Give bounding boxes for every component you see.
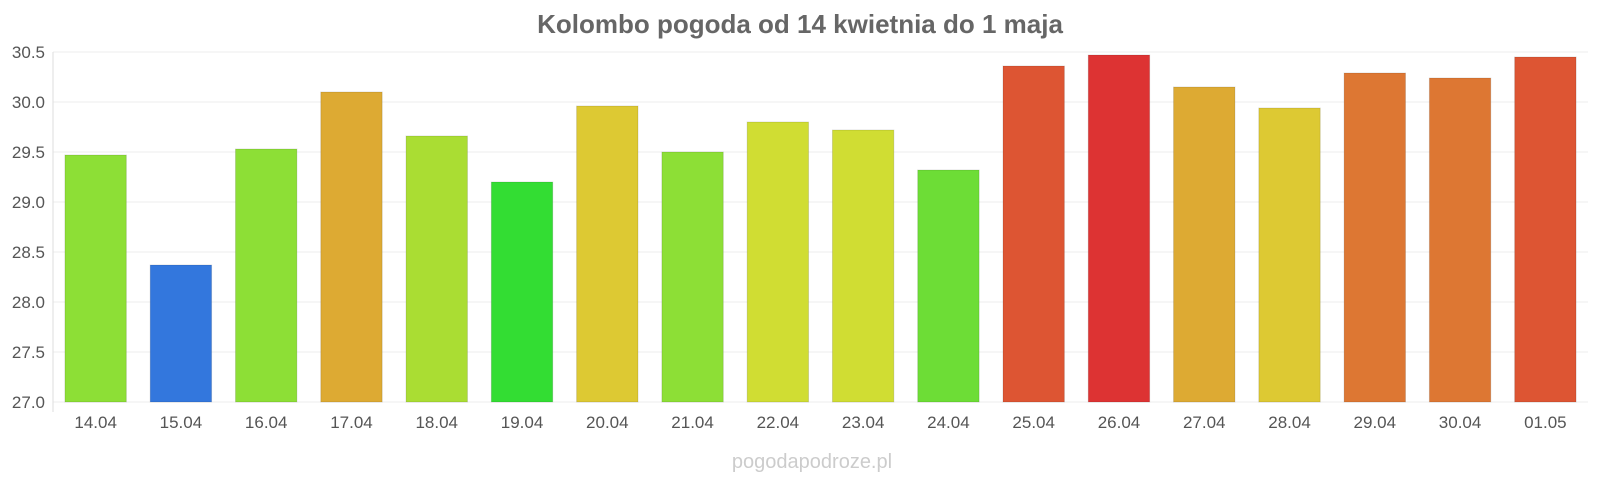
bar-24.04[interactable]: [917, 169, 980, 403]
bar-27.04[interactable]: [1173, 86, 1236, 403]
chart-title: Kolombo pogoda od 14 kwietnia do 1 maja: [537, 9, 1063, 39]
bar-18.04[interactable]: [405, 135, 468, 403]
x-tick-label: 21.04: [671, 413, 714, 432]
y-tick-label: 28.5: [12, 243, 45, 262]
y-axis-ticks: 27.0 27.5 28.0 28.5 29.0 29.5 30.0 30.5: [12, 43, 45, 412]
grid-lines: [53, 51, 1588, 403]
x-tick-label: 17.04: [330, 413, 373, 432]
x-tick-label: 28.04: [1268, 413, 1311, 432]
bar-15.04[interactable]: [149, 264, 213, 403]
x-tick-label: 16.04: [245, 413, 288, 432]
y-tick-label: 29.0: [12, 193, 45, 212]
bar-14.04[interactable]: [64, 154, 127, 403]
x-tick-label: 29.04: [1354, 413, 1397, 432]
x-tick-label: 20.04: [586, 413, 629, 432]
y-tick-label: 30.0: [12, 93, 45, 112]
bar-17.04[interactable]: [320, 91, 383, 403]
bar-16.04[interactable]: [234, 148, 298, 403]
x-tick-label: 26.04: [1098, 413, 1141, 432]
bar-25.04[interactable]: [1002, 65, 1065, 403]
x-tick-label: 30.04: [1439, 413, 1482, 432]
bar-19.04[interactable]: [490, 181, 554, 403]
watermark[interactable]: pogodapodroze.pl: [732, 451, 892, 473]
x-tick-label: 23.04: [842, 413, 885, 432]
y-tick-label: 27.5: [12, 343, 45, 362]
x-tick-label: 24.04: [927, 413, 970, 432]
x-tick-label: 19.04: [501, 413, 544, 432]
bar-26.04[interactable]: [1087, 54, 1151, 403]
bars: [64, 54, 1577, 403]
bar-29.04[interactable]: [1343, 72, 1407, 403]
x-tick-label: 14.04: [74, 413, 117, 432]
x-tick-label: 01.05: [1524, 413, 1567, 432]
bar-22.04[interactable]: [746, 121, 810, 403]
x-tick-label: 15.04: [160, 413, 203, 432]
x-tick-label: 18.04: [415, 413, 458, 432]
y-tick-label: 29.5: [12, 143, 45, 162]
y-tick-label: 30.5: [12, 43, 45, 62]
bar-21.04[interactable]: [661, 151, 724, 403]
x-tick-label: 25.04: [1012, 413, 1055, 432]
y-tick-label: 28.0: [12, 293, 45, 312]
x-tick-label: 27.04: [1183, 413, 1226, 432]
x-tick-label: 22.04: [757, 413, 800, 432]
x-axis-ticks: 14.04 15.04 16.04 17.04 18.04 19.04 20.04 21.04…: [74, 413, 1566, 432]
y-tick-label: 27.0: [12, 393, 45, 412]
bar-30.04[interactable]: [1428, 77, 1492, 403]
bar-01.05[interactable]: [1514, 56, 1577, 403]
bar-23.04[interactable]: [831, 129, 895, 403]
bar-28.04[interactable]: [1258, 107, 1321, 403]
bar-20.04[interactable]: [576, 105, 639, 403]
